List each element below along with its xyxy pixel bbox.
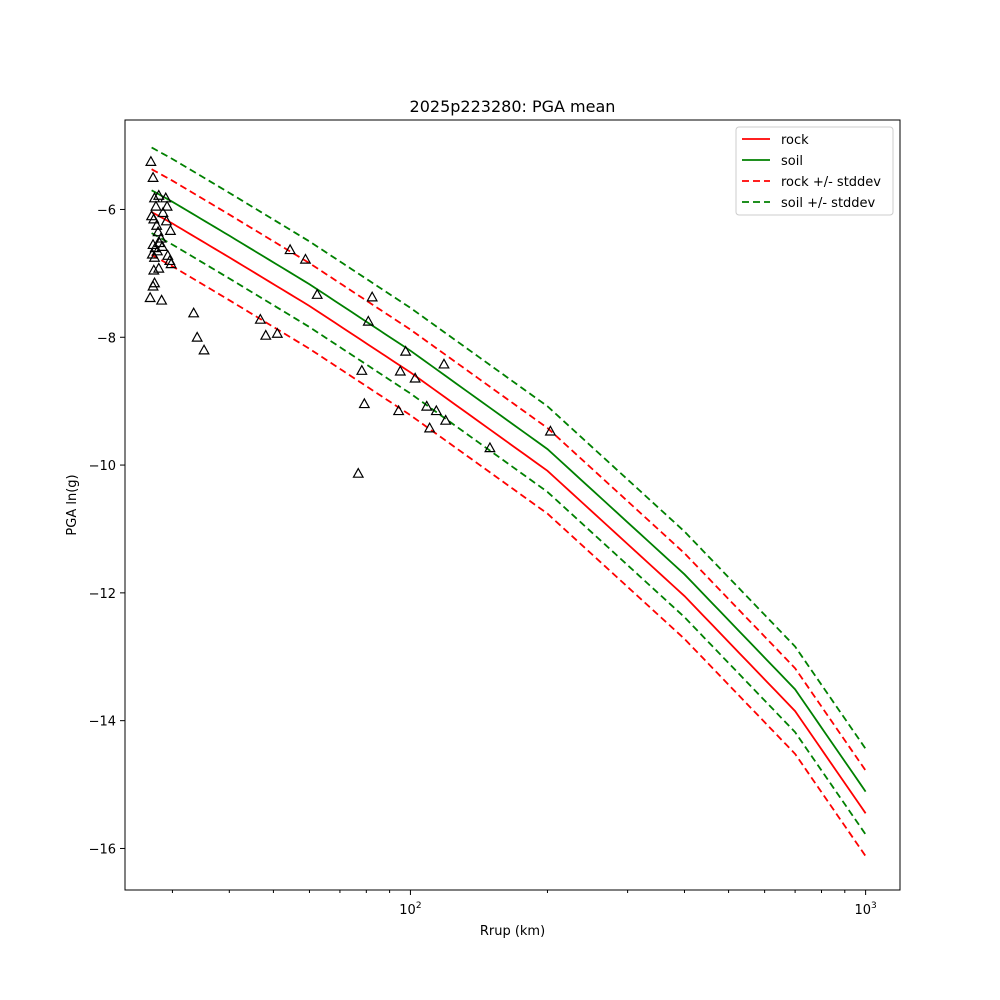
series-line-4 <box>151 146 867 750</box>
observation-point-43 <box>366 290 378 302</box>
observation-point-17 <box>160 214 173 226</box>
x-tick-label-1: 103 <box>854 901 876 918</box>
observation-point-46 <box>399 345 412 356</box>
observation-point-3 <box>150 200 162 211</box>
observation-point-5 <box>147 213 160 224</box>
y-axis-label: PGA ln(g) <box>65 474 80 535</box>
legend-label-2: rock +/- stddev <box>781 175 881 190</box>
observation-point-40 <box>356 364 368 375</box>
observation-point-2 <box>148 191 161 203</box>
observation-point-53 <box>484 441 496 453</box>
observation-point-44 <box>392 404 405 416</box>
observation-point-18 <box>164 224 177 235</box>
y-tick-label-5: −16 <box>89 842 116 857</box>
observation-point-13 <box>152 189 165 200</box>
observation-point-32 <box>191 331 203 342</box>
observation-point-42 <box>362 315 375 326</box>
observation-point-51 <box>438 358 450 369</box>
series-line-1 <box>151 189 867 793</box>
observation-point-28 <box>147 280 159 291</box>
observation-point-21 <box>156 240 169 251</box>
observation-point-19 <box>155 232 167 243</box>
chart-title: 2025p223280: PGA mean <box>410 97 616 116</box>
observation-point-26 <box>152 262 165 273</box>
observation-point-1 <box>147 171 159 182</box>
observation-point-25 <box>147 264 160 275</box>
observation-point-55 <box>352 467 365 478</box>
plot-area <box>144 146 867 857</box>
y-axis: −6 −8 −10 −12 −14 −16 <box>89 203 125 857</box>
observation-point-30 <box>155 294 168 305</box>
observation-point-49 <box>423 421 436 433</box>
legend-label-3: soil +/- stddev <box>781 196 876 211</box>
legend-label-1: soil <box>781 154 803 169</box>
observation-point-47 <box>409 372 421 383</box>
observation-point-0 <box>145 155 157 166</box>
observation-point-37 <box>284 243 296 255</box>
observation-point-50 <box>430 404 443 416</box>
observation-point-48 <box>420 400 433 411</box>
plot-frame <box>124 119 901 891</box>
observation-point-36 <box>271 327 284 338</box>
observation-point-39 <box>311 288 324 299</box>
observation-point-35 <box>259 329 272 340</box>
x-axis: 102 103 <box>171 890 877 918</box>
observation-point-38 <box>299 253 312 264</box>
legend-label-0: rock <box>781 133 809 148</box>
y-tick-label-3: −12 <box>89 587 116 602</box>
observation-point-24 <box>165 257 177 269</box>
x-tick-label-0: 102 <box>399 901 421 918</box>
legend-box <box>735 126 894 216</box>
observation-point-29 <box>144 291 156 303</box>
series-line-0 <box>151 211 867 814</box>
observation-point-34 <box>254 313 267 324</box>
observation-point-16 <box>161 200 173 211</box>
legend: rock soil rock +/- stddev soil +/- stddev <box>735 126 894 216</box>
series-line-5 <box>151 232 867 835</box>
observation-point-31 <box>187 306 200 318</box>
observation-point-52 <box>439 414 452 425</box>
x-axis-label: Rrup (km) <box>480 924 545 939</box>
observation-point-14 <box>157 206 169 218</box>
y-tick-label-0: −6 <box>97 203 116 218</box>
observation-point-45 <box>394 365 407 376</box>
series-line-2 <box>151 168 867 772</box>
observation-point-12 <box>148 251 161 262</box>
y-tick-label-1: −8 <box>97 331 116 346</box>
observation-point-54 <box>544 425 557 436</box>
observation-point-15 <box>159 191 172 203</box>
observation-point-41 <box>358 397 371 409</box>
y-tick-label-4: −14 <box>89 715 116 730</box>
y-tick-label-2: −10 <box>89 459 116 474</box>
observation-point-33 <box>198 344 210 355</box>
series-line-3 <box>151 254 867 857</box>
observation-point-7 <box>152 225 164 237</box>
